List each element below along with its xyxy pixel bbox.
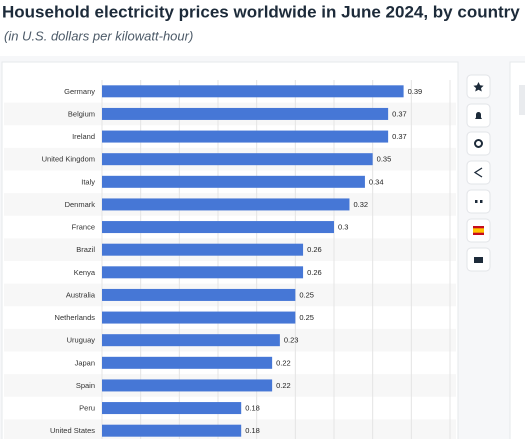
bar xyxy=(102,130,389,143)
value-label: 0.22 xyxy=(276,358,291,367)
category-label: Uruguay xyxy=(67,336,96,345)
category-label: Kenya xyxy=(74,268,96,277)
settings-button[interactable] xyxy=(466,131,491,156)
side-panel-element xyxy=(519,85,525,115)
quote-icon xyxy=(475,200,483,203)
value-label: 0.22 xyxy=(276,381,291,390)
value-label: 0.39 xyxy=(408,87,423,96)
value-label: 0.25 xyxy=(299,290,314,299)
value-label: 0.34 xyxy=(369,177,384,186)
bar xyxy=(102,243,304,256)
category-label: United Kingdom xyxy=(42,155,95,164)
category-label: Denmark xyxy=(65,200,96,209)
chart-subtitle: (in U.S. dollars per kilowatt-hour) xyxy=(4,28,193,43)
category-label: Australia xyxy=(66,290,96,299)
category-label: Peru xyxy=(79,404,95,413)
bell-icon xyxy=(475,112,482,119)
value-label: 0.26 xyxy=(307,245,322,254)
bar xyxy=(102,356,273,369)
category-label: United States xyxy=(50,426,95,435)
cite-button[interactable] xyxy=(466,189,491,214)
toolbar xyxy=(466,74,491,272)
value-label: 0.26 xyxy=(307,268,322,277)
bar xyxy=(102,175,365,188)
category-label: Spain xyxy=(76,381,95,390)
bar xyxy=(102,402,242,415)
category-label: Japan xyxy=(75,358,95,367)
bar xyxy=(102,266,304,279)
bar xyxy=(102,379,273,392)
category-label: Ireland xyxy=(72,132,95,141)
value-label: 0.37 xyxy=(392,109,407,118)
plot-area: Germany 0.39 Belgium 0.37 Ireland 0.37 United … xyxy=(4,80,456,439)
chart-title: Household electricity prices worldwide i… xyxy=(2,2,520,21)
value-label: 0.35 xyxy=(377,155,392,164)
value-label: 0.37 xyxy=(392,132,407,141)
value-label: 0.18 xyxy=(245,426,260,435)
bar xyxy=(102,424,242,437)
category-label: Italy xyxy=(81,177,95,186)
value-label: 0.3 xyxy=(338,223,348,232)
share-icon xyxy=(473,167,483,178)
value-label: 0.25 xyxy=(299,313,314,322)
share-button[interactable] xyxy=(466,160,491,185)
star-icon xyxy=(473,82,484,92)
side-panel xyxy=(509,61,525,439)
bar xyxy=(102,153,373,166)
bar xyxy=(102,334,280,347)
bar xyxy=(102,198,350,211)
value-label: 0.32 xyxy=(353,200,368,209)
bar xyxy=(102,288,296,301)
category-label: Germany xyxy=(64,87,95,96)
bar xyxy=(102,107,389,120)
print-icon xyxy=(474,257,483,263)
bar xyxy=(102,221,334,234)
header-background xyxy=(0,0,525,56)
category-label: Belgium xyxy=(68,109,95,118)
gear-icon xyxy=(474,139,483,148)
bar xyxy=(102,85,404,98)
flag-stripe xyxy=(473,228,484,233)
category-label: Brazil xyxy=(76,245,95,254)
category-label: France xyxy=(72,223,95,232)
bar xyxy=(102,311,296,324)
category-label: Netherlands xyxy=(55,313,96,322)
value-label: 0.23 xyxy=(284,336,299,345)
value-label: 0.18 xyxy=(245,404,260,413)
